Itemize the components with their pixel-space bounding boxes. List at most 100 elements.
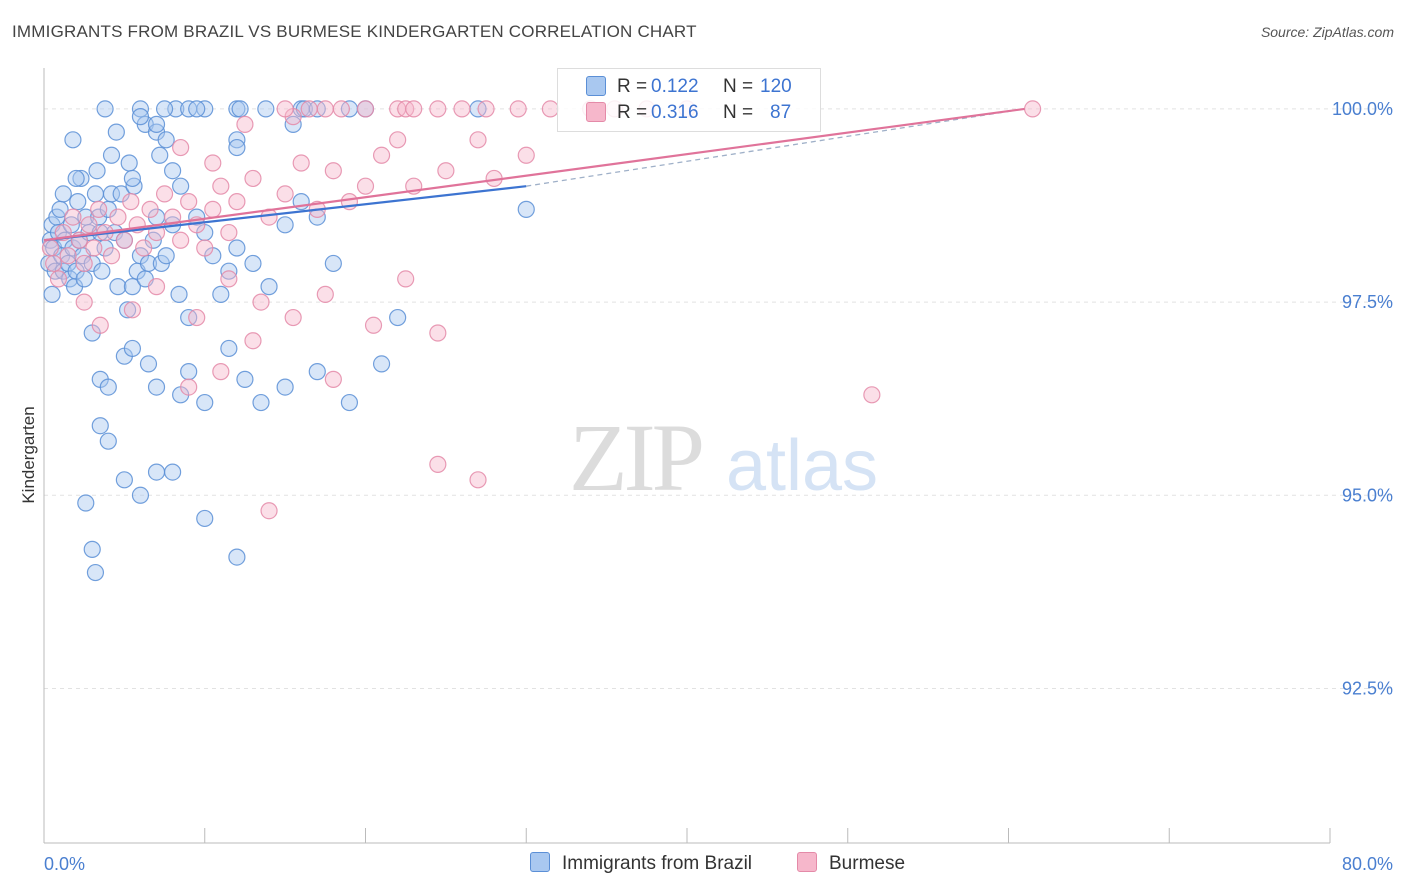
burmese-point: [115, 231, 133, 249]
brazil-point: [99, 378, 117, 396]
burmese-point: [212, 363, 230, 381]
brazil-point: [157, 131, 175, 149]
burmese-point: [284, 308, 302, 327]
y-axis-label: Kindergarten: [19, 406, 38, 503]
brazil-trend-line: [43, 185, 527, 242]
brazil-point: [72, 169, 90, 188]
burmese-point: [59, 247, 77, 265]
brazil-point: [212, 285, 230, 303]
series-burmese-points: [41, 100, 1042, 520]
watermark: ZIP atlas: [569, 404, 878, 511]
watermark-atlas: atlas: [726, 426, 878, 506]
n-value-burmese: 87: [770, 102, 792, 123]
brazil-point: [86, 185, 105, 203]
x-tick-label-min: 0.0%: [44, 854, 85, 874]
n-value-brazil: 120: [760, 76, 792, 97]
burmese-point: [453, 100, 471, 118]
burmese-point: [517, 146, 535, 164]
x-ticks: [43, 828, 1331, 843]
burmese-point: [356, 100, 375, 118]
y-tick-labels: 100.0% 97.5% 95.0% 92.5%: [1332, 99, 1393, 699]
burmese-point: [324, 162, 342, 180]
brazil-point: [389, 308, 407, 327]
burmese-point: [49, 270, 68, 288]
brazil-point: [91, 417, 109, 435]
brazil-point: [131, 108, 150, 126]
burmese-point: [45, 254, 63, 273]
brazil-point: [93, 262, 111, 280]
brazil-point: [324, 254, 342, 273]
brazil-point: [147, 378, 166, 396]
brazil-point: [172, 177, 190, 195]
brazil-point: [228, 239, 246, 257]
brazil-point: [170, 285, 188, 303]
burmese-point: [64, 208, 82, 226]
brazil-point: [123, 169, 142, 188]
legend-burmese-label: Burmese: [829, 853, 906, 874]
burmese-point: [220, 223, 238, 242]
burmese-point: [155, 185, 174, 203]
brazil-point: [69, 193, 87, 211]
brazil-point: [67, 169, 85, 188]
r-label-brazil: R =: [617, 76, 648, 97]
trend-lines: [43, 107, 1025, 242]
burmese-point: [509, 100, 527, 118]
burmese-swatch: [586, 102, 606, 122]
gridlines: [44, 108, 1393, 689]
burmese-point: [300, 100, 318, 118]
burmese-point: [1024, 100, 1042, 118]
burmese-point: [429, 455, 447, 473]
burmese-point: [122, 193, 140, 211]
brazil-point: [196, 509, 214, 528]
burmese-point: [260, 502, 278, 520]
brazil-point: [228, 548, 246, 566]
brazil-point: [164, 162, 182, 180]
brazil-point: [83, 540, 101, 558]
brazil-point: [77, 494, 95, 512]
brazil-point: [147, 115, 166, 133]
burmese-point: [364, 316, 383, 334]
brazil-point: [99, 432, 117, 450]
burmese-point: [180, 378, 198, 396]
r-value-brazil: 0.122: [651, 76, 699, 97]
brazil-point: [123, 278, 142, 296]
brazil-point: [260, 278, 278, 296]
burmese-point: [80, 216, 98, 234]
stats-row-brazil: [586, 76, 618, 99]
burmese-point: [244, 169, 262, 188]
burmese-point: [180, 193, 198, 211]
burmese-point: [90, 200, 108, 218]
brazil-point: [139, 355, 158, 373]
burmese-point: [276, 100, 294, 118]
brazil-point: [64, 131, 82, 149]
burmese-point: [212, 177, 230, 195]
burmese-point: [204, 200, 222, 218]
burmese-point: [75, 293, 93, 311]
burmese-point: [429, 324, 447, 342]
brazil-point: [276, 378, 294, 396]
brazil-point: [75, 270, 93, 288]
n-label-burmese: N =: [723, 102, 754, 123]
brazil-point: [276, 216, 294, 234]
brazil-point: [115, 471, 133, 489]
burmese-point: [252, 293, 270, 311]
burmese-point: [276, 185, 294, 203]
brazil-point: [188, 100, 206, 118]
brazil-point: [120, 154, 138, 172]
series-brazil-points: [40, 100, 535, 582]
brazil-point: [196, 393, 214, 412]
brazil-point: [372, 355, 391, 373]
r-label-burmese: R =: [617, 102, 648, 123]
r-value-burmese: 0.316: [651, 102, 699, 123]
burmese-point: [332, 100, 350, 118]
burmese-point: [85, 239, 103, 257]
burmese-point: [429, 100, 447, 118]
y-tick-label: 95.0%: [1342, 485, 1393, 505]
stats-row-burmese: [586, 102, 618, 125]
burmese-point: [324, 370, 342, 388]
burmese-point: [147, 278, 166, 296]
burmese-point: [109, 208, 127, 226]
burmese-point: [172, 138, 190, 157]
brazil-point: [109, 278, 127, 296]
